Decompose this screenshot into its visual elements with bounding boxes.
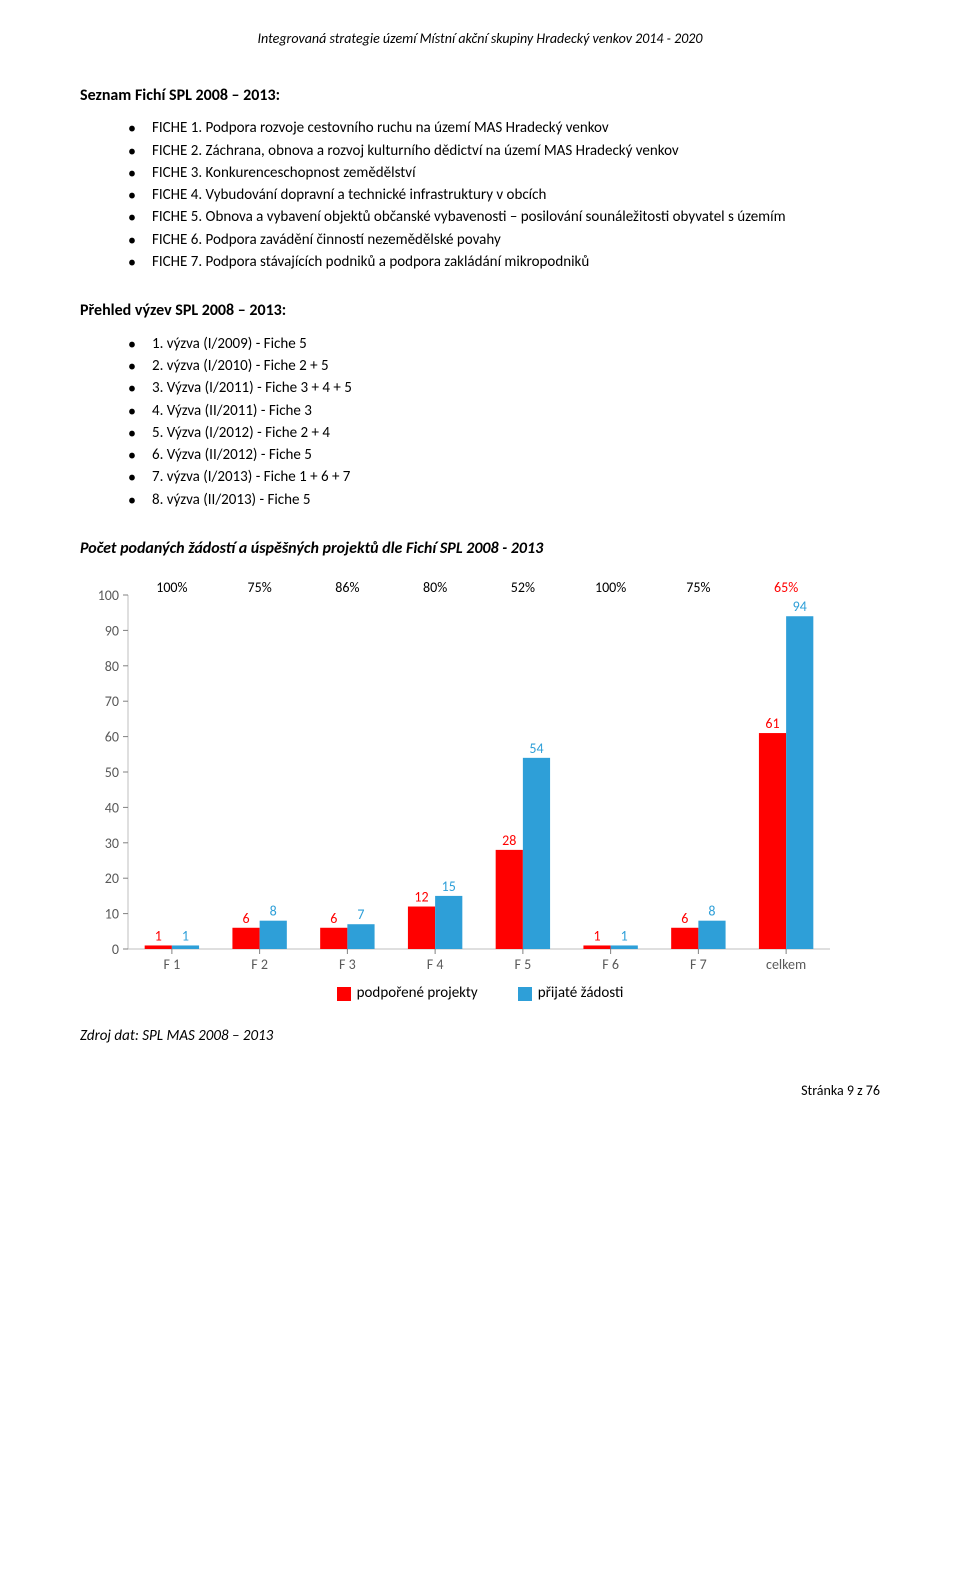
data-source: Zdroj dat: SPL MAS 2008 – 2013 [80, 1026, 880, 1046]
svg-text:F 7: F 7 [690, 956, 707, 973]
svg-text:80: 80 [105, 658, 119, 675]
svg-text:1: 1 [155, 928, 162, 945]
svg-text:10: 10 [105, 906, 119, 923]
svg-text:1: 1 [621, 928, 628, 945]
section1-list: FICHE 1. Podpora rozvoje cestovního ruch… [80, 118, 880, 272]
svg-text:52%: 52% [511, 579, 535, 596]
list-item: 1. výzva (I/2009) - Fiche 5 [128, 334, 880, 354]
bar-chart-svg: 010203040506070809010011F 1100%68F 275%6… [80, 575, 840, 975]
section2-list: 1. výzva (I/2009) - Fiche 5 2. výzva (I/… [80, 334, 880, 510]
svg-text:6: 6 [681, 910, 688, 927]
svg-text:28: 28 [502, 832, 516, 849]
chart-title: Počet podaných žádostí a úspěšných proje… [80, 538, 880, 560]
section2-title: Přehled výzev SPL 2008 – 2013: [80, 300, 880, 322]
svg-text:F 4: F 4 [427, 956, 444, 973]
svg-text:100: 100 [98, 587, 119, 604]
list-item: FICHE 1. Podpora rozvoje cestovního ruch… [128, 118, 880, 138]
svg-text:12: 12 [414, 889, 428, 906]
list-item: 4. Výzva (II/2011) - Fiche 3 [128, 401, 880, 421]
svg-text:65%: 65% [774, 579, 798, 596]
svg-text:6: 6 [242, 910, 249, 927]
list-item: FICHE 2. Záchrana, obnova a rozvoj kultu… [128, 141, 880, 161]
svg-text:80%: 80% [423, 579, 447, 596]
list-item: 5. Výzva (I/2012) - Fiche 2 + 4 [128, 423, 880, 443]
svg-text:94: 94 [793, 599, 807, 616]
svg-text:61: 61 [765, 715, 779, 732]
svg-text:F 1: F 1 [164, 956, 181, 973]
svg-text:1: 1 [593, 928, 600, 945]
svg-text:6: 6 [330, 910, 337, 927]
svg-text:F 5: F 5 [515, 956, 532, 973]
legend-swatch [518, 987, 532, 1001]
svg-text:1: 1 [182, 928, 189, 945]
list-item: 8. výzva (II/2013) - Fiche 5 [128, 490, 880, 510]
svg-text:50: 50 [105, 764, 119, 781]
doc-header: Integrovaná strategie území Místní akční… [80, 30, 880, 49]
list-item: FICHE 5. Obnova a vybavení objektů občan… [128, 207, 880, 227]
svg-text:7: 7 [357, 907, 364, 924]
svg-text:F 3: F 3 [339, 956, 356, 973]
list-item: FICHE 6. Podpora zavádění činností nezem… [128, 230, 880, 250]
list-item: FICHE 7. Podpora stávajících podniků a p… [128, 252, 880, 272]
legend-label: podpořené projekty [357, 983, 478, 1003]
svg-text:75%: 75% [248, 579, 272, 596]
list-item: FICHE 4. Vybudování dopravní a technické… [128, 185, 880, 205]
list-item: 6. Výzva (II/2012) - Fiche 5 [128, 445, 880, 465]
list-item: FICHE 3. Konkurenceschopnost zemědělství [128, 163, 880, 183]
svg-text:0: 0 [112, 941, 119, 958]
chart-legend: podpořené projekty přijaté žádosti [80, 983, 880, 1003]
list-item: 7. výzva (I/2013) - Fiche 1 + 6 + 7 [128, 467, 880, 487]
list-item: 3. Výzva (I/2011) - Fiche 3 + 4 + 5 [128, 378, 880, 398]
legend-swatch [337, 987, 351, 1001]
svg-text:90: 90 [105, 623, 119, 640]
list-item: 2. výzva (I/2010) - Fiche 2 + 5 [128, 356, 880, 376]
svg-text:54: 54 [529, 740, 543, 757]
svg-text:20: 20 [105, 871, 119, 888]
legend-item: přijaté žádosti [518, 983, 624, 1003]
svg-text:86%: 86% [335, 579, 359, 596]
svg-text:15: 15 [442, 878, 456, 895]
svg-text:F 6: F 6 [602, 956, 619, 973]
legend-item: podpořené projekty [337, 983, 478, 1003]
svg-text:70: 70 [105, 694, 119, 711]
svg-text:8: 8 [708, 903, 715, 920]
section1-title: Seznam Fichí SPL 2008 – 2013: [80, 85, 880, 107]
svg-text:F 2: F 2 [251, 956, 268, 973]
svg-text:40: 40 [105, 800, 119, 817]
bar-chart: 010203040506070809010011F 1100%68F 275%6… [80, 575, 880, 1003]
svg-text:100%: 100% [156, 579, 187, 596]
legend-label: přijaté žádosti [538, 983, 624, 1003]
svg-text:8: 8 [270, 903, 277, 920]
svg-text:celkem: celkem [766, 956, 806, 973]
page-footer: Stránka 9 z 76 [80, 1082, 880, 1101]
svg-text:75%: 75% [686, 579, 710, 596]
svg-text:60: 60 [105, 729, 119, 746]
svg-text:30: 30 [105, 835, 119, 852]
svg-text:100%: 100% [595, 579, 626, 596]
